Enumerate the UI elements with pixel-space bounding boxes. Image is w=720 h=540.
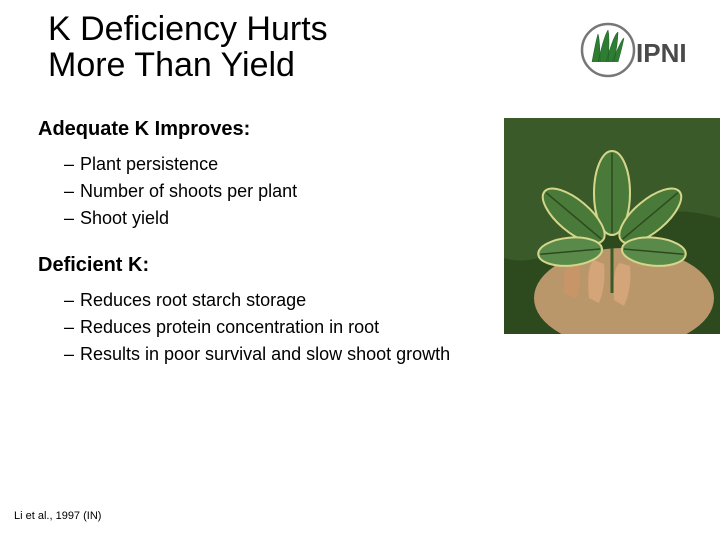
list-item: Plant persistence <box>64 151 468 178</box>
title-line-2: More Than Yield <box>48 46 295 84</box>
ipni-logo: IPNI <box>578 22 698 78</box>
list-item: Reduces protein concentration in root <box>64 314 468 341</box>
adequate-list: Plant persistence Number of shoots per p… <box>38 151 468 232</box>
plant-photo <box>504 118 720 334</box>
list-item: Number of shoots per plant <box>64 178 468 205</box>
list-item: Shoot yield <box>64 205 468 232</box>
slide-title: K Deficiency Hurts More Than Yield <box>48 12 328 83</box>
citation: Li et al., 1997 (IN) <box>14 510 101 522</box>
content-area: Adequate K Improves: Plant persistence N… <box>38 118 468 368</box>
list-item: Results in poor survival and slow shoot … <box>64 341 468 368</box>
logo-text: IPNI <box>636 38 687 68</box>
list-item: Reduces root starch storage <box>64 287 468 314</box>
section-heading-deficient: Deficient K: <box>38 254 468 277</box>
section-heading-adequate: Adequate K Improves: <box>38 118 468 141</box>
deficient-list: Reduces root starch storage Reduces prot… <box>38 287 468 368</box>
title-line-1: K Deficiency Hurts <box>48 10 328 48</box>
